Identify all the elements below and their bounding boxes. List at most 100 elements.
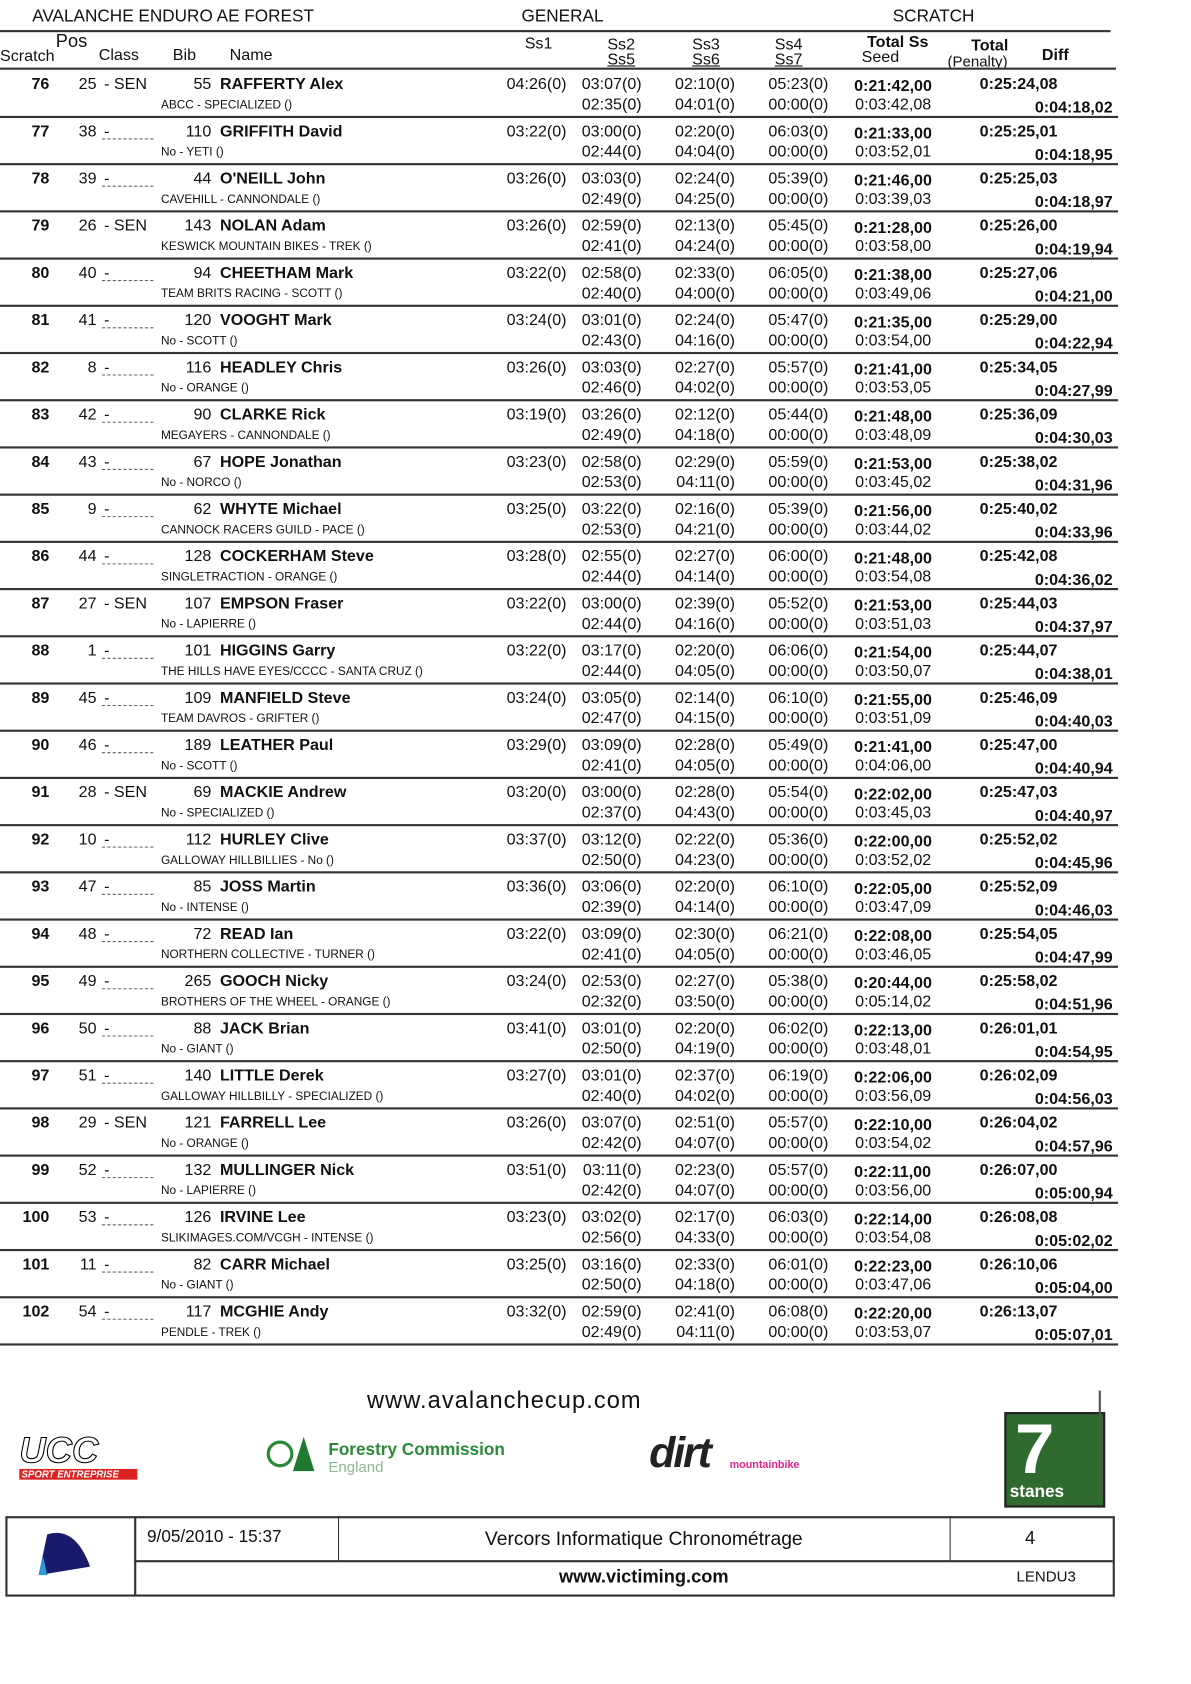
- row-name: READ Ian: [219, 924, 294, 944]
- row-total-ss: 0:22:11,00: [854, 1163, 932, 1182]
- row-ss5: 02:49(0): [581, 189, 642, 209]
- row-total: 0:25:46,09: [979, 688, 1058, 708]
- row-total-ss: 0:22:02,00: [854, 785, 932, 804]
- row-divider: [0, 1107, 1119, 1110]
- row-ss3: 02:23(0): [675, 1160, 736, 1180]
- row-ss6: 04:11(0): [676, 1323, 736, 1342]
- row-total-ss: 0:22:20,00: [854, 1304, 932, 1324]
- row-ss2: 02:53(0): [581, 972, 642, 991]
- row-class-pos: 11: [79, 1255, 97, 1274]
- table-row: 81 41- 120 VOOGHT Mark No - SCOTT () 03:24(0)…: [0, 307, 1121, 355]
- row-team: KESWICK MOUNTAIN BIKES - TREK (): [160, 240, 372, 254]
- row-name: MCGHIE Andy: [219, 1302, 329, 1321]
- row-ss1: 03:29(0): [506, 736, 567, 755]
- row-ss2: 03:06(0): [581, 877, 642, 896]
- row-ss6: 04:01(0): [675, 95, 736, 114]
- footer-website[interactable]: www.victiming.com: [558, 1566, 729, 1587]
- row-ss1: 03:22(0): [506, 594, 567, 613]
- row-name: MULLINGER Nick: [219, 1160, 355, 1180]
- row-ss1: 03:51(0): [506, 1160, 567, 1180]
- row-total-ss: 0:22:14,00: [854, 1210, 932, 1229]
- row-ss7: 00:00(0): [768, 1323, 829, 1342]
- row-bib: 88: [193, 1019, 212, 1038]
- row-ss3: 02:14(0): [675, 688, 736, 708]
- row-class-pos: 43: [78, 452, 97, 472]
- col-ss6: Ss6: [692, 50, 720, 69]
- row-divider: [0, 1201, 1119, 1204]
- row-total-ss: 0:21:54,00: [854, 643, 932, 663]
- row-seed: 0:03:48,09: [855, 425, 932, 445]
- row-ss1: 03:19(0): [506, 405, 567, 424]
- row-name: IRVINE Lee: [219, 1208, 306, 1227]
- row-class-pos: 46: [78, 736, 97, 755]
- row-ss6: 04:11(0): [676, 473, 736, 492]
- row-ss2: 02:59(0): [581, 216, 642, 235]
- row-team: NORTHERN COLLECTIVE - TURNER (): [160, 948, 375, 962]
- row-team: No - ORANGE (): [160, 1137, 249, 1151]
- row-divider: [0, 1154, 1119, 1157]
- row-seed: 0:03:51,09: [855, 709, 932, 728]
- row-ss4: 06:00(0): [768, 547, 829, 566]
- table-row: 88 1- 101 HIGGINS Garry THE HILLS HAVE EYES/…: [0, 637, 1121, 685]
- col-pos: Pos: [55, 31, 88, 52]
- row-ss5: 02:47(0): [581, 709, 642, 728]
- row-total: 0:26:08,08: [979, 1208, 1058, 1227]
- row-seed: 0:03:53,05: [855, 378, 932, 398]
- row-team: THE HILLS HAVE EYES/CCCC - SANTA CRUZ (): [160, 665, 423, 679]
- row-ss2: 03:09(0): [581, 924, 642, 944]
- row-name: CLARKE Rick: [219, 405, 326, 424]
- col-penalty: (Penalty): [947, 52, 1008, 70]
- row-ss1: 03:24(0): [506, 688, 567, 708]
- row-seed: 0:03:54,08: [855, 1228, 932, 1247]
- row-ss6: 04:19(0): [675, 1039, 736, 1058]
- row-name: HIGGINS Garry: [219, 641, 336, 660]
- row-diff: 0:04:18,97: [1034, 193, 1113, 212]
- row-ss1: 03:22(0): [506, 263, 567, 283]
- row-ss3: 02:27(0): [675, 972, 736, 991]
- row-class-pos: 52: [78, 1160, 97, 1180]
- row-class-pos: 51: [78, 1066, 97, 1085]
- row-ss5: 02:42(0): [581, 1181, 642, 1200]
- row-class-pos: 38: [78, 122, 97, 141]
- row-name: COCKERHAM Steve: [219, 547, 374, 566]
- scratch-label: SCRATCH: [892, 7, 975, 26]
- table-row: 90 46- 189 LEATHER Paul No - SCOTT () 03:29(0…: [0, 732, 1121, 779]
- row-ss7: 00:00(0): [768, 142, 829, 161]
- divider: [134, 1516, 137, 1595]
- footer-company: Vercors Informatique Chronométrage: [484, 1527, 803, 1550]
- row-total-ss: 0:22:08,00: [854, 927, 932, 946]
- table-row: 99 52- 132 MULLINGER Nick No - LAPIERRE () 03…: [0, 1157, 1121, 1204]
- row-ss6: 04:24(0): [675, 237, 736, 256]
- dotted-leader: [101, 280, 154, 282]
- row-name: WHYTE Michael: [219, 500, 342, 519]
- dotted-leader: [101, 893, 154, 895]
- row-ss7: 00:00(0): [768, 1275, 829, 1295]
- row-ss5: 02:41(0): [581, 945, 642, 964]
- row-divider: [0, 163, 1119, 166]
- table-row: 76 25 - SEN 55 RAFFERTY Alex ABCC - SPECIALIZ…: [0, 71, 1121, 119]
- row-ss2: 03:11(0): [582, 1160, 642, 1180]
- row-name: GOOCH Nicky: [219, 972, 329, 991]
- row-ss5: 02:35(0): [581, 95, 642, 114]
- event-title: AVALANCHE ENDURO AE FOREST: [32, 7, 314, 26]
- row-divider: [0, 1296, 1119, 1299]
- dotted-leader: [101, 657, 154, 659]
- row-team: No - NORCO (): [160, 476, 242, 490]
- row-ss7: 00:00(0): [768, 284, 829, 303]
- divider: [0, 30, 1111, 33]
- row-ss1: 03:28(0): [506, 547, 567, 566]
- row-ss3: 02:22(0): [675, 830, 736, 849]
- row-pos: 94: [31, 924, 50, 944]
- row-diff: 0:04:30,03: [1034, 429, 1113, 448]
- row-seed: 0:04:06,00: [855, 756, 932, 775]
- row-ss4: 06:10(0): [768, 688, 829, 708]
- row-ss6: 04:23(0): [675, 850, 736, 870]
- row-pos: 90: [31, 736, 50, 755]
- row-ss3: 02:33(0): [675, 1255, 736, 1274]
- row-seed: 0:03:53,07: [855, 1323, 932, 1342]
- row-ss3: 02:16(0): [675, 500, 736, 519]
- row-total: 0:25:25,03: [979, 169, 1058, 188]
- row-ss7: 00:00(0): [768, 850, 829, 870]
- row-seed: 0:03:44,02: [855, 520, 932, 539]
- row-pos: 89: [31, 688, 50, 708]
